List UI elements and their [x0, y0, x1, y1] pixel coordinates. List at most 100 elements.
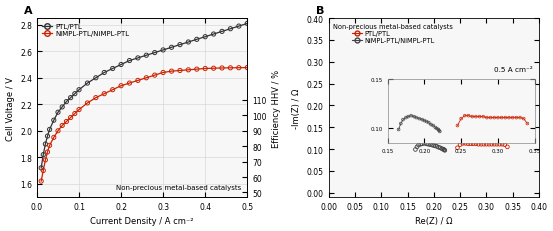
Point — [36, 179, 45, 183]
Point — [201, 67, 210, 71]
Point — [487, 143, 496, 146]
Point — [108, 88, 117, 92]
Point — [226, 28, 235, 31]
Point — [453, 146, 462, 150]
Point — [495, 143, 504, 146]
Point — [70, 112, 79, 116]
Point — [49, 136, 58, 140]
Point — [426, 143, 435, 147]
Point — [62, 100, 71, 104]
Point — [192, 38, 201, 42]
Point — [39, 153, 48, 157]
Point — [411, 148, 420, 152]
Point — [125, 82, 134, 85]
Point — [117, 63, 126, 67]
Point — [175, 69, 184, 73]
Point — [243, 22, 252, 26]
Point — [66, 96, 75, 100]
Point — [422, 142, 431, 146]
Point — [500, 143, 509, 147]
Point — [439, 148, 447, 151]
Point — [477, 143, 486, 146]
Point — [150, 52, 159, 55]
Point — [58, 106, 66, 109]
Point — [45, 128, 54, 132]
Point — [91, 76, 100, 80]
Point — [58, 124, 66, 128]
Point — [91, 96, 100, 100]
Point — [100, 71, 109, 75]
Point — [434, 146, 443, 149]
Point — [432, 145, 441, 149]
Point — [175, 44, 184, 47]
Point — [201, 36, 210, 39]
Point — [226, 67, 235, 70]
Point — [142, 54, 151, 58]
Point — [184, 69, 193, 72]
Point — [184, 41, 193, 45]
Point — [192, 68, 201, 72]
Point — [133, 79, 142, 83]
Point — [43, 135, 52, 138]
Point — [463, 142, 472, 146]
Point — [100, 92, 109, 96]
Point — [472, 142, 481, 146]
Point — [431, 145, 440, 148]
Point — [234, 25, 243, 29]
Point — [458, 142, 467, 146]
Point — [436, 146, 445, 150]
X-axis label: Current Density / A cm⁻²: Current Density / A cm⁻² — [90, 216, 194, 225]
Point — [503, 145, 512, 149]
Point — [209, 33, 218, 37]
Point — [479, 143, 488, 146]
Point — [83, 82, 92, 85]
Point — [469, 142, 478, 146]
Point — [108, 67, 117, 71]
Point — [159, 49, 168, 53]
Point — [54, 129, 62, 133]
Y-axis label: Cell Voltage / V: Cell Voltage / V — [6, 76, 14, 140]
Point — [49, 119, 58, 122]
Point — [440, 148, 448, 152]
Point — [41, 158, 50, 162]
Point — [429, 144, 438, 148]
Point — [493, 143, 502, 146]
Point — [234, 67, 243, 70]
Point — [43, 150, 52, 154]
Point — [75, 108, 84, 112]
Point — [133, 57, 142, 61]
Text: B: B — [316, 6, 325, 15]
Text: Non-precious metal-based catalysts: Non-precious metal-based catalysts — [116, 184, 241, 190]
Point — [41, 143, 50, 146]
Point — [420, 142, 429, 146]
Point — [83, 102, 92, 105]
Point — [414, 144, 423, 147]
Point — [209, 67, 218, 71]
Point — [117, 85, 126, 88]
Point — [167, 70, 176, 74]
Legend: PTL/PTL, NiMPL-PTL/NiMPL-PTL: PTL/PTL, NiMPL-PTL/NiMPL-PTL — [332, 22, 455, 46]
Point — [498, 143, 507, 146]
Point — [217, 67, 226, 70]
Y-axis label: Efficiency HHV / %: Efficiency HHV / % — [272, 69, 281, 147]
Text: A: A — [24, 6, 33, 15]
Point — [54, 111, 62, 115]
Point — [413, 145, 421, 149]
Point — [36, 166, 45, 170]
Point — [125, 59, 134, 63]
Point — [416, 143, 425, 146]
Text: 0.5 A cm⁻²: 0.5 A cm⁻² — [494, 67, 533, 73]
Y-axis label: -Im(Z) / Ω: -Im(Z) / Ω — [293, 88, 301, 128]
Legend: PTL/PTL, NiMPL-PTL/NiMPL-PTL: PTL/PTL, NiMPL-PTL/NiMPL-PTL — [40, 22, 131, 39]
Point — [490, 143, 499, 146]
Point — [440, 148, 448, 152]
Point — [474, 143, 483, 146]
Point — [428, 144, 437, 147]
Point — [39, 169, 48, 173]
Point — [150, 74, 159, 78]
Point — [440, 149, 449, 152]
Point — [424, 143, 432, 146]
Point — [159, 71, 168, 75]
Point — [461, 142, 470, 146]
Point — [456, 143, 465, 147]
